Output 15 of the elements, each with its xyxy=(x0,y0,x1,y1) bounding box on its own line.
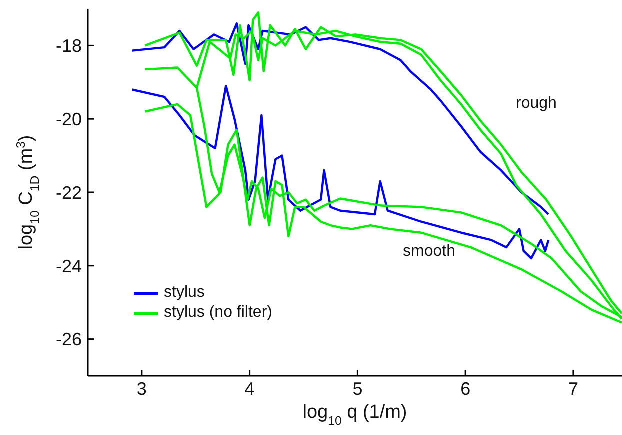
annotation: rough xyxy=(516,95,557,112)
x-tick-label: 4 xyxy=(244,378,255,399)
y-tick-label: -24 xyxy=(56,256,82,276)
y-tick-label: -26 xyxy=(56,330,82,350)
legend-label: stylus (no filter) xyxy=(164,303,272,323)
y-tick-label: -22 xyxy=(56,182,82,203)
annotation: smooth xyxy=(403,243,456,260)
x-tick-label: 6 xyxy=(460,378,471,399)
legend-label: stylus xyxy=(164,283,205,303)
x-axis-title: log$_{10}$ q (1/m) xyxy=(302,402,408,428)
y-tick-label: -20 xyxy=(56,109,82,130)
y-tick-label: -18 xyxy=(56,36,82,56)
x-tick-label: 7 xyxy=(568,378,578,399)
x-tick-label: 3 xyxy=(136,378,147,399)
x-tick-label: 5 xyxy=(352,378,363,399)
